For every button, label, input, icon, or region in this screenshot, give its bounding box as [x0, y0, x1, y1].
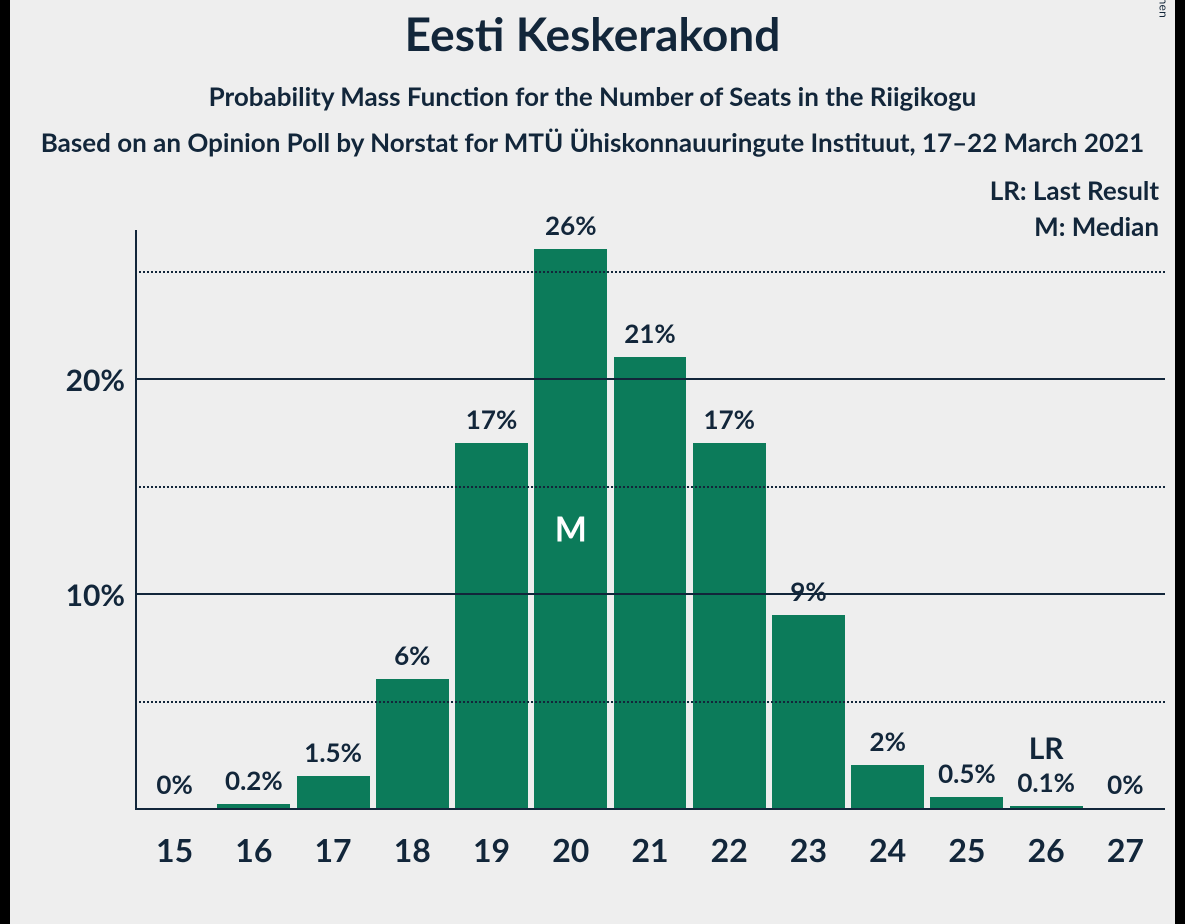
gridline-minor: [135, 701, 1165, 703]
x-tick-label: 22: [711, 830, 748, 869]
chart-subsubtitle: Based on an Opinion Poll by Norstat for …: [0, 126, 1185, 158]
bar-value-label: 0.2%: [225, 764, 283, 796]
bar: [851, 765, 924, 808]
bar: [772, 615, 845, 808]
bar-value-label: 26%: [545, 209, 596, 241]
bar-value-label: 1.5%: [304, 736, 362, 768]
bar-value-label: 6%: [394, 639, 430, 671]
bar-value-label: 17%: [466, 403, 517, 435]
chart-stage: © 2021 Filip van Laenen Eesti Keskerakon…: [0, 0, 1185, 924]
last-result-marker: LR: [1029, 730, 1064, 766]
x-tick-label: 26: [1028, 830, 1065, 869]
x-tick-label: 18: [394, 830, 431, 869]
bar-value-label: 0.5%: [938, 757, 996, 789]
legend-m: M: Median: [1034, 210, 1159, 242]
chart-title: Eesti Keskerakond: [0, 6, 1185, 61]
bar: [297, 776, 370, 808]
median-marker: M: [555, 508, 587, 549]
x-tick-label: 21: [631, 830, 668, 869]
y-tick-label: 10%: [40, 577, 125, 613]
x-tick-label: 16: [235, 830, 272, 869]
x-tick-label: 15: [156, 830, 193, 869]
bar-value-label: 0%: [156, 768, 192, 800]
x-tick-label: 24: [869, 830, 906, 869]
gridline-minor: [135, 271, 1165, 273]
bar: [376, 679, 449, 808]
bar-value-label: 0%: [1107, 768, 1143, 800]
x-axis-line: [135, 808, 1165, 810]
legend-lr: LR: Last Result: [990, 174, 1159, 206]
bar-value-label: 17%: [703, 403, 754, 435]
bar-value-label: 21%: [624, 317, 675, 349]
x-tick-label: 17: [315, 830, 352, 869]
bar: [614, 357, 687, 808]
bar: [1010, 806, 1083, 808]
x-tick-label: 23: [790, 830, 827, 869]
y-tick-label: 20%: [40, 362, 125, 398]
gridline-major: [135, 593, 1165, 595]
chart-subtitle: Probability Mass Function for the Number…: [0, 80, 1185, 112]
bars-container: 0%0.2%1.5%6%17%26%M21%17%9%2%0.5%0.1%LR0…: [135, 230, 1165, 808]
bar: [455, 443, 528, 808]
bar-value-label: 9%: [790, 575, 826, 607]
x-tick-label: 20: [552, 830, 589, 869]
x-tick-label: 27: [1107, 830, 1144, 869]
x-tick-label: 19: [473, 830, 510, 869]
plot-area: 0%0.2%1.5%6%17%26%M21%17%9%2%0.5%0.1%LR0…: [135, 230, 1165, 810]
bar-value-label: 2%: [869, 725, 905, 757]
bar: [693, 443, 766, 808]
bar-value-label: 0.1%: [1017, 766, 1075, 798]
bar: [217, 804, 290, 808]
x-tick-label: 25: [948, 830, 985, 869]
gridline-major: [135, 378, 1165, 380]
gridline-minor: [135, 486, 1165, 488]
x-tick-labels: 15 16 17 18 19 20 21 22 23 24 25 26 27: [135, 830, 1165, 880]
bar: [930, 797, 1003, 808]
